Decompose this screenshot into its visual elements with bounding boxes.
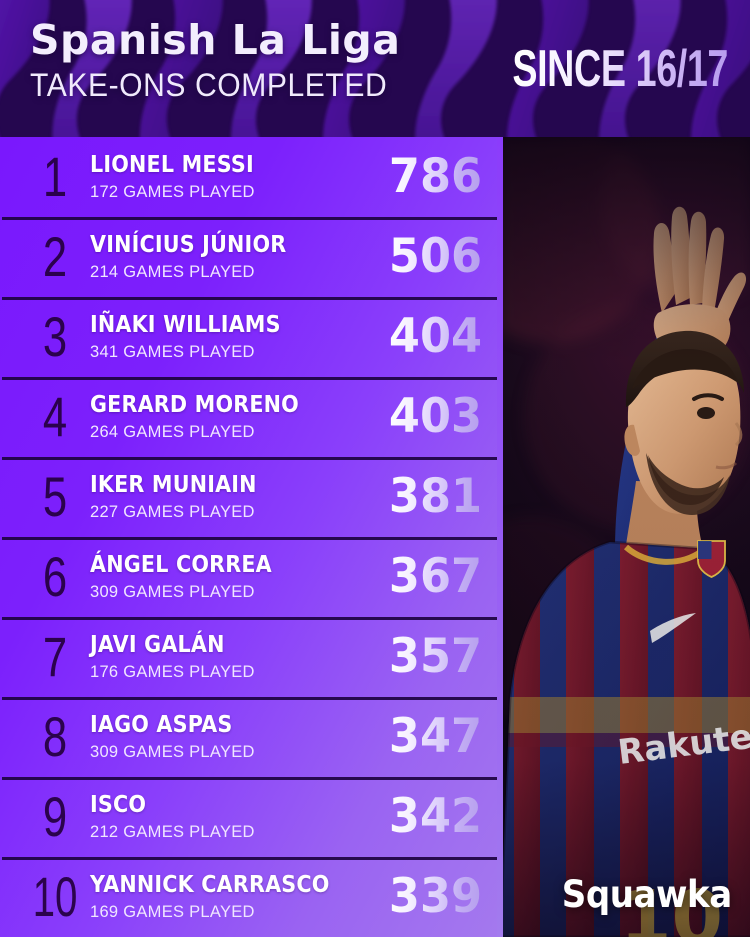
games-played-label: 214 GAMES PLAYED (90, 262, 255, 281)
page-subtitle: TAKE-ONS COMPLETED (30, 67, 388, 103)
player-info: YANNICK CARRASCO 169 GAMES PLAYED (90, 872, 374, 922)
games-played-label: 227 GAMES PLAYED (90, 502, 255, 521)
player-info: GERARD MORENO 264 GAMES PLAYED (90, 392, 374, 442)
table-row[interactable]: 5 IKER MUNIAIN 227 GAMES PLAYED 381 (0, 457, 500, 537)
table-row[interactable]: 3 IÑAKI WILLIAMS 341 GAMES PLAYED 404 (0, 297, 500, 377)
player-name: VINÍCIUS JÚNIOR (90, 232, 287, 258)
games-played-label: 341 GAMES PLAYED (90, 342, 255, 361)
player-name: IAGO ASPAS (90, 712, 233, 738)
take-ons-value: 339 (388, 869, 482, 924)
games-played-label: 309 GAMES PLAYED (90, 742, 255, 761)
player-info: IÑAKI WILLIAMS 341 GAMES PLAYED (90, 312, 374, 362)
table-row[interactable]: 8 IAGO ASPAS 309 GAMES PLAYED 347 (0, 697, 500, 777)
rank-number: 5 (42, 465, 68, 528)
since-label: SINCE 16/17 (512, 38, 728, 98)
games-played-label: 169 GAMES PLAYED (90, 902, 255, 921)
take-ons-value: 357 (388, 629, 482, 684)
table-row[interactable]: 4 GERARD MORENO 264 GAMES PLAYED 403 (0, 377, 500, 457)
player-info: VINÍCIUS JÚNIOR 214 GAMES PLAYED (90, 232, 374, 282)
header-banner: Spanish La Liga TAKE-ONS COMPLETED SINCE… (0, 0, 750, 137)
rank-number: 7 (42, 625, 68, 688)
take-ons-value: 404 (388, 309, 482, 364)
player-name: JAVI GALÁN (90, 632, 225, 658)
header-pattern (0, 0, 750, 137)
player-name: ÁNGEL CORREA (90, 552, 272, 578)
rank-number: 8 (42, 705, 68, 768)
rank-number: 1 (42, 145, 68, 208)
rank-number: 2 (42, 225, 68, 288)
take-ons-value: 381 (388, 469, 482, 524)
ranking-list-panel: 1 LIONEL MESSI 172 GAMES PLAYED 786 2 VINÍCIU… (0, 137, 500, 937)
player-info: ISCO 212 GAMES PLAYED (90, 792, 374, 842)
rank-number: 4 (42, 385, 68, 448)
player-name: ISCO (90, 792, 147, 818)
take-ons-value: 347 (388, 709, 482, 764)
games-played-label: 309 GAMES PLAYED (90, 582, 255, 601)
player-info: LIONEL MESSI 172 GAMES PLAYED (90, 152, 374, 202)
games-played-label: 176 GAMES PLAYED (90, 662, 255, 681)
player-photo-panel: Rakuten 10 Squawka (500, 137, 750, 937)
table-row[interactable]: 10 YANNICK CARRASCO 169 GAMES PLAYED 339 (0, 857, 500, 937)
page-title: Spanish La Liga (30, 16, 401, 64)
take-ons-value: 786 (388, 149, 482, 204)
games-played-label: 212 GAMES PLAYED (90, 822, 255, 841)
squawka-logo: Squawka (562, 873, 732, 916)
header-title-group: Spanish La Liga TAKE-ONS COMPLETED (30, 17, 410, 103)
player-name: IÑAKI WILLIAMS (90, 312, 281, 338)
table-row[interactable]: 1 LIONEL MESSI 172 GAMES PLAYED 786 (0, 137, 500, 217)
footballer-illustration: Rakuten 10 (500, 137, 750, 937)
rank-number: 10 (32, 865, 78, 928)
player-info: IAGO ASPAS 309 GAMES PLAYED (90, 712, 374, 762)
player-info: IKER MUNIAIN 227 GAMES PLAYED (90, 472, 374, 522)
rank-number: 3 (42, 305, 68, 368)
table-row[interactable]: 7 JAVI GALÁN 176 GAMES PLAYED 357 (0, 617, 500, 697)
rank-number: 6 (42, 545, 68, 608)
games-played-label: 172 GAMES PLAYED (90, 182, 255, 201)
take-ons-value: 342 (388, 789, 482, 844)
player-name: LIONEL MESSI (90, 152, 254, 178)
ranking-rows: 1 LIONEL MESSI 172 GAMES PLAYED 786 2 VINÍCIU… (0, 137, 500, 937)
panel-edge-divider (497, 137, 503, 937)
table-row[interactable]: 6 ÁNGEL CORREA 309 GAMES PLAYED 367 (0, 537, 500, 617)
take-ons-value: 506 (388, 229, 482, 284)
player-name: IKER MUNIAIN (90, 472, 257, 498)
table-row[interactable]: 9 ISCO 212 GAMES PLAYED 342 (0, 777, 500, 857)
player-name: GERARD MORENO (90, 392, 299, 418)
games-played-label: 264 GAMES PLAYED (90, 422, 255, 441)
player-info: ÁNGEL CORREA 309 GAMES PLAYED (90, 552, 374, 602)
player-info: JAVI GALÁN 176 GAMES PLAYED (90, 632, 374, 682)
rank-number: 9 (42, 785, 68, 848)
take-ons-value: 403 (388, 389, 482, 444)
table-row[interactable]: 2 VINÍCIUS JÚNIOR 214 GAMES PLAYED 506 (0, 217, 500, 297)
player-name: YANNICK CARRASCO (90, 872, 330, 898)
take-ons-value: 367 (388, 549, 482, 604)
